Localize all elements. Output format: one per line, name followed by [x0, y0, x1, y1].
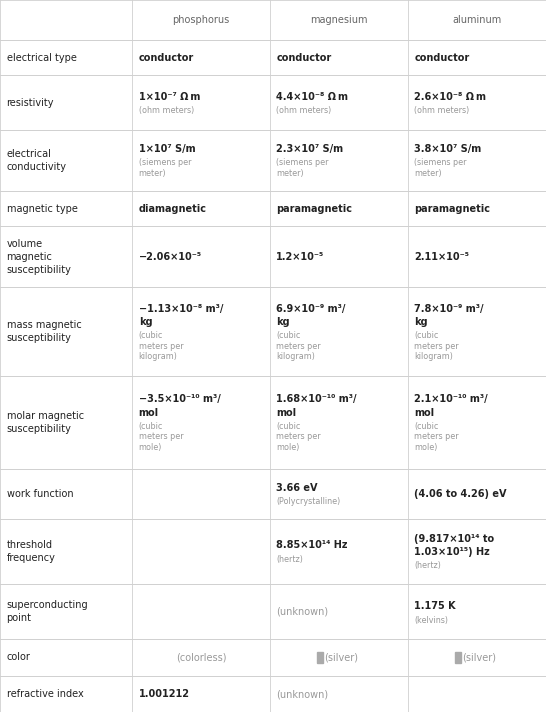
- Text: 2.1×10⁻¹⁰ m³/: 2.1×10⁻¹⁰ m³/: [414, 394, 488, 404]
- Text: (colorless): (colorless): [176, 652, 226, 662]
- Text: 6.9×10⁻⁹ m³/: 6.9×10⁻⁹ m³/: [276, 303, 346, 313]
- Text: phosphorus: phosphorus: [173, 15, 229, 25]
- Text: kg: kg: [276, 317, 290, 327]
- Text: magnesium: magnesium: [310, 15, 367, 25]
- Text: (siemens per: (siemens per: [276, 158, 329, 167]
- Text: (kelvins): (kelvins): [414, 615, 448, 624]
- Text: (9.817×10¹⁴ to: (9.817×10¹⁴ to: [414, 534, 495, 544]
- Text: meters per: meters per: [276, 432, 321, 441]
- Text: (ohm meters): (ohm meters): [276, 106, 331, 115]
- Text: magnetic: magnetic: [7, 252, 52, 262]
- Text: meters per: meters per: [414, 342, 459, 350]
- Text: (cubic: (cubic: [276, 331, 301, 340]
- Text: 1.68×10⁻¹⁰ m³/: 1.68×10⁻¹⁰ m³/: [276, 394, 357, 404]
- Text: kilogram): kilogram): [139, 352, 177, 361]
- Text: diamagnetic: diamagnetic: [139, 204, 207, 214]
- Text: magnetic type: magnetic type: [7, 204, 78, 214]
- Text: volume: volume: [7, 239, 43, 248]
- Text: susceptibility: susceptibility: [7, 265, 72, 275]
- Text: (cubic: (cubic: [139, 331, 163, 340]
- Text: mole): mole): [276, 443, 300, 451]
- Text: meters per: meters per: [276, 342, 321, 350]
- Text: color: color: [7, 652, 31, 662]
- Text: mole): mole): [139, 443, 162, 451]
- Text: meter): meter): [276, 169, 304, 178]
- Text: (cubic: (cubic: [139, 422, 163, 431]
- Text: (cubic: (cubic: [414, 331, 439, 340]
- Text: (unknown): (unknown): [276, 607, 328, 617]
- Text: (hertz): (hertz): [414, 561, 441, 570]
- Text: frequency: frequency: [7, 553, 56, 563]
- Text: meters per: meters per: [139, 432, 183, 441]
- Text: conductivity: conductivity: [7, 162, 67, 172]
- Text: 1.03×10¹⁵) Hz: 1.03×10¹⁵) Hz: [414, 547, 490, 557]
- Text: paramagnetic: paramagnetic: [414, 204, 490, 214]
- Text: (cubic: (cubic: [414, 422, 439, 431]
- Bar: [317, 651, 323, 663]
- Text: conductor: conductor: [414, 53, 470, 63]
- Text: electrical: electrical: [7, 149, 51, 159]
- Text: (siemens per: (siemens per: [139, 158, 191, 167]
- Text: meter): meter): [414, 169, 442, 178]
- Bar: [455, 651, 461, 663]
- Text: 4.4×10⁻⁸ Ω m: 4.4×10⁻⁸ Ω m: [276, 92, 348, 102]
- Text: mole): mole): [414, 443, 438, 451]
- Text: 1.175 K: 1.175 K: [414, 601, 456, 611]
- Text: (unknown): (unknown): [276, 689, 328, 699]
- Text: mol: mol: [139, 407, 159, 417]
- Text: 1×10⁷ S/m: 1×10⁷ S/m: [139, 144, 195, 154]
- Text: paramagnetic: paramagnetic: [276, 204, 352, 214]
- Text: −2.06×10⁻⁵: −2.06×10⁻⁵: [139, 252, 202, 262]
- Text: 8.85×10¹⁴ Hz: 8.85×10¹⁴ Hz: [276, 540, 348, 550]
- Text: (ohm meters): (ohm meters): [414, 106, 470, 115]
- Text: −3.5×10⁻¹⁰ m³/: −3.5×10⁻¹⁰ m³/: [139, 394, 221, 404]
- Text: (Polycrystalline): (Polycrystalline): [276, 497, 341, 506]
- Text: 1×10⁻⁷ Ω m: 1×10⁻⁷ Ω m: [139, 92, 200, 102]
- Text: 2.6×10⁻⁸ Ω m: 2.6×10⁻⁸ Ω m: [414, 92, 486, 102]
- Text: susceptibility: susceptibility: [7, 333, 72, 343]
- Text: (4.06 to 4.26) eV: (4.06 to 4.26) eV: [414, 489, 507, 499]
- Text: 3.8×10⁷ S/m: 3.8×10⁷ S/m: [414, 144, 482, 154]
- Text: superconducting: superconducting: [7, 600, 88, 609]
- Text: 2.3×10⁷ S/m: 2.3×10⁷ S/m: [276, 144, 343, 154]
- Text: mol: mol: [414, 407, 435, 417]
- Text: 3.66 eV: 3.66 eV: [276, 483, 318, 493]
- Text: meters per: meters per: [414, 432, 459, 441]
- Text: (siemens per: (siemens per: [414, 158, 467, 167]
- Text: threshold: threshold: [7, 540, 52, 550]
- Text: aluminum: aluminum: [452, 15, 502, 25]
- Text: (cubic: (cubic: [276, 422, 301, 431]
- Text: molar magnetic: molar magnetic: [7, 411, 84, 421]
- Text: 7.8×10⁻⁹ m³/: 7.8×10⁻⁹ m³/: [414, 303, 484, 313]
- Text: refractive index: refractive index: [7, 689, 84, 699]
- Text: 1.2×10⁻⁵: 1.2×10⁻⁵: [276, 252, 324, 262]
- Text: kg: kg: [139, 317, 152, 327]
- Text: electrical type: electrical type: [7, 53, 76, 63]
- Text: meters per: meters per: [139, 342, 183, 350]
- Text: resistivity: resistivity: [7, 98, 54, 108]
- Text: (silver): (silver): [462, 652, 496, 662]
- Text: conductor: conductor: [276, 53, 331, 63]
- Text: (silver): (silver): [324, 652, 358, 662]
- Text: point: point: [7, 613, 32, 623]
- Text: kilogram): kilogram): [276, 352, 315, 361]
- Text: 1.001212: 1.001212: [139, 689, 189, 699]
- Text: mass magnetic: mass magnetic: [7, 320, 81, 330]
- Text: (hertz): (hertz): [276, 555, 303, 564]
- Text: 2.11×10⁻⁵: 2.11×10⁻⁵: [414, 252, 470, 262]
- Text: susceptibility: susceptibility: [7, 424, 72, 434]
- Text: (ohm meters): (ohm meters): [139, 106, 194, 115]
- Text: meter): meter): [139, 169, 167, 178]
- Text: kg: kg: [414, 317, 428, 327]
- Text: work function: work function: [7, 489, 73, 499]
- Text: mol: mol: [276, 407, 296, 417]
- Text: kilogram): kilogram): [414, 352, 453, 361]
- Text: conductor: conductor: [139, 53, 194, 63]
- Text: −1.13×10⁻⁸ m³/: −1.13×10⁻⁸ m³/: [139, 303, 223, 313]
